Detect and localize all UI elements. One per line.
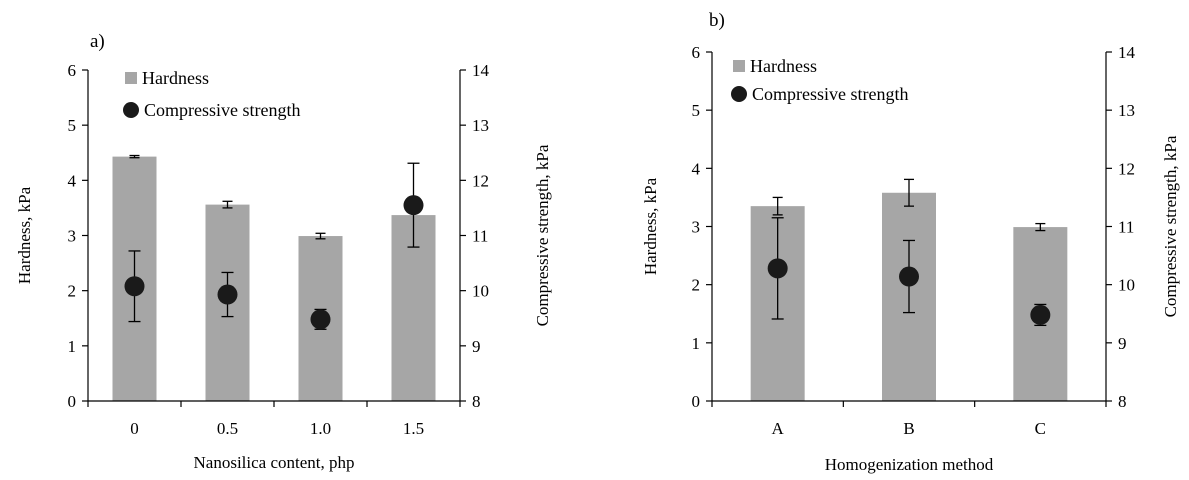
- y-tick-label: 2: [68, 282, 77, 301]
- y2-axis-title: Compressive strength, kPa: [533, 144, 552, 326]
- y-tick-label: 2: [692, 276, 701, 295]
- y-tick-label: 4: [68, 171, 77, 190]
- x-tick-label: B: [903, 419, 914, 438]
- y-tick-label: 3: [68, 227, 77, 246]
- y2-tick-label: 13: [472, 116, 489, 135]
- hardness-error-bar: [1035, 222, 1046, 232]
- legend: Hardness Compressive strength: [123, 68, 300, 120]
- x-tick-label: 0.5: [217, 419, 238, 438]
- legend-swatch-hardness: [125, 72, 137, 84]
- x-axis-title: Nanosilica content, php: [194, 453, 355, 472]
- hardness-error-bar: [315, 232, 326, 240]
- y-tick-label: 4: [692, 159, 701, 178]
- y2-tick-label: 14: [1118, 43, 1136, 62]
- x-axis-title: Homogenization method: [825, 455, 994, 474]
- legend-marker-strength: [731, 86, 747, 102]
- y2-tick-label: 10: [1118, 276, 1135, 295]
- y-tick-label: 0: [692, 392, 701, 411]
- strength-point: [403, 195, 424, 216]
- y-tick-label: 6: [692, 43, 701, 62]
- strength-point: [217, 284, 238, 305]
- strength-point: [767, 258, 788, 279]
- y2-tick-label: 9: [472, 337, 481, 356]
- hardness-error-bar: [772, 196, 783, 216]
- y2-tick-label: 11: [472, 227, 488, 246]
- y-tick-label: 5: [692, 101, 701, 120]
- x-tick-label: C: [1035, 419, 1046, 438]
- legend-swatch-hardness: [733, 60, 745, 72]
- y-tick-label: 3: [692, 218, 701, 237]
- legend-marker-strength: [123, 102, 139, 118]
- y2-axis-title: Compressive strength, kPa: [1161, 135, 1180, 317]
- legend-label-hardness: Hardness: [142, 68, 209, 88]
- y2-tick-label: 11: [1118, 218, 1134, 237]
- hardness-error-bar: [904, 178, 914, 207]
- y-axis-title: Hardness, kPa: [641, 177, 660, 275]
- hardness-error-bar: [129, 154, 140, 159]
- x-tick-label: 1.0: [310, 419, 331, 438]
- y-tick-label: 6: [68, 61, 77, 80]
- y-axis-title: Hardness, kPa: [15, 186, 34, 284]
- strength-point: [1030, 304, 1051, 325]
- y2-tick-label: 12: [1118, 159, 1135, 178]
- panel-label: b): [709, 10, 725, 31]
- legend-label-hardness: Hardness: [750, 56, 817, 76]
- y2-tick-label: 9: [1118, 334, 1127, 353]
- strength-point: [310, 309, 331, 330]
- y2-tick-label: 13: [1118, 101, 1135, 120]
- y2-tick-label: 8: [1118, 392, 1127, 411]
- x-tick-label: 1.5: [403, 419, 424, 438]
- strength-point: [899, 266, 919, 287]
- legend-label-strength: Compressive strength: [752, 84, 908, 104]
- legend-label-strength: Compressive strength: [144, 100, 300, 120]
- y2-tick-label: 12: [472, 171, 489, 190]
- hardness-error-bar: [222, 200, 233, 209]
- y-tick-label: 1: [68, 337, 77, 356]
- strength-point: [124, 276, 145, 297]
- panel-label: a): [90, 31, 105, 52]
- y2-tick-label: 8: [472, 392, 481, 411]
- y2-tick-label: 10: [472, 282, 489, 301]
- legend: Hardness Compressive strength: [731, 56, 908, 104]
- y2-tick-label: 14: [472, 61, 490, 80]
- x-tick-label: 0: [130, 419, 139, 438]
- x-tick-label: A: [772, 419, 785, 438]
- y-tick-label: 1: [692, 334, 701, 353]
- y-tick-label: 0: [68, 392, 77, 411]
- y-tick-label: 5: [68, 116, 77, 135]
